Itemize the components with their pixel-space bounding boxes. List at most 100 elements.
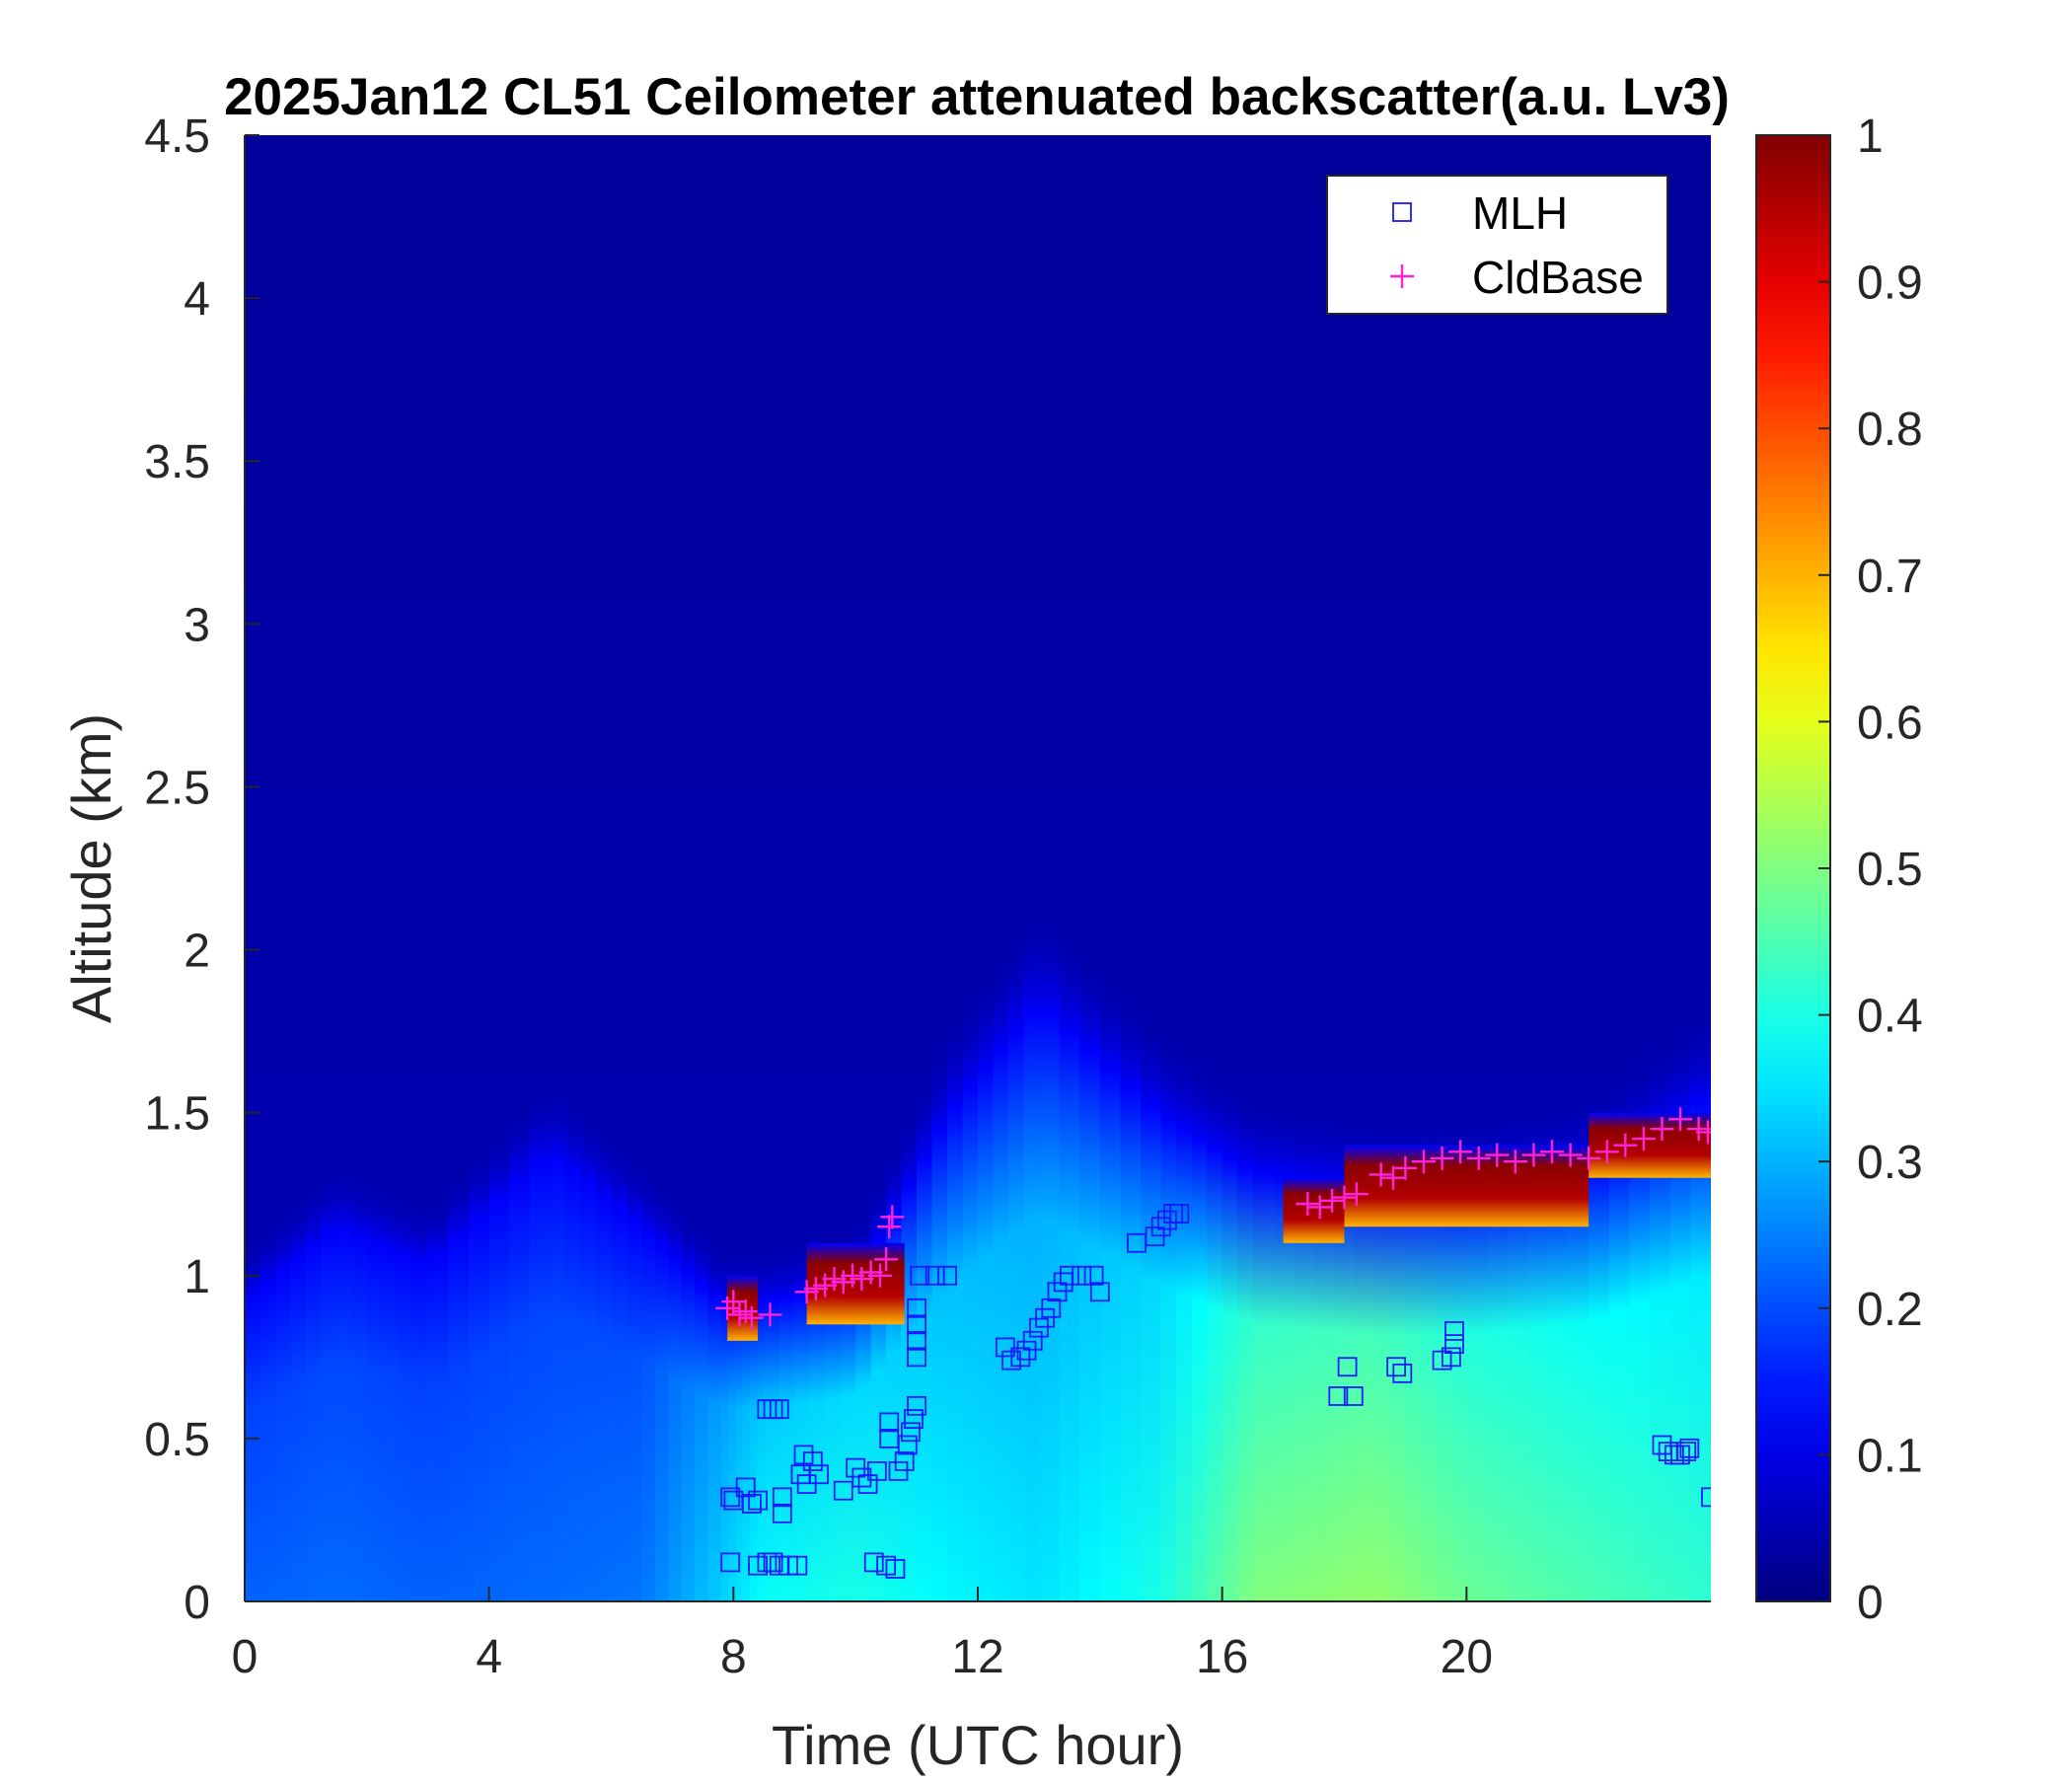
backscatter-column: [1207, 1068, 1223, 1601]
y-tick-label: 4.5: [144, 111, 210, 163]
cldbase-marker: [1381, 1165, 1406, 1190]
cldbase-marker: [727, 1302, 752, 1327]
backscatter-column: [259, 1227, 276, 1601]
cloud-layers: [727, 1112, 1711, 1341]
backscatter-column: [1252, 1097, 1275, 1601]
backscatter-column: [1007, 930, 1025, 1601]
backscatter-column: [695, 1227, 709, 1601]
mlh-marker: [720, 1552, 741, 1573]
backscatter-column: [654, 1183, 670, 1601]
backscatter-column: [321, 1168, 337, 1601]
backscatter-column: [825, 1232, 842, 1601]
colorbar: 0 0.1 0.2 0.3 0.4 0.5 0.6 0.7 0.8 0.9 1: [1755, 111, 1923, 1629]
cldbase-marker: [880, 1205, 905, 1229]
cldbase-marker: [877, 1215, 902, 1239]
cloud-layer: [1589, 1112, 1711, 1178]
mlh-marker: [885, 1559, 906, 1579]
x-tick-label: 8: [720, 1631, 747, 1683]
backscatter-column: [720, 1249, 730, 1601]
mlh-marker: [1089, 1282, 1110, 1302]
backscatter-column: [764, 1247, 780, 1601]
mlh-marker: [888, 1461, 909, 1481]
colorbar-tick-label: 0.4: [1857, 991, 1923, 1043]
mlh-marker: [1047, 1282, 1068, 1302]
cldbase-marker: [1320, 1188, 1345, 1213]
backscatter-column: [529, 1084, 552, 1601]
cldbase-marker: [841, 1263, 865, 1288]
chart-title: 2025Jan12 CL51 Ceilometer attenuated bac…: [224, 68, 1730, 126]
mlh-marker: [1652, 1435, 1672, 1455]
series-mlh: [720, 1204, 1711, 1579]
backscatter-column: [794, 1240, 811, 1601]
backscatter-column: [1589, 1087, 1610, 1601]
mlh-marker: [772, 1487, 792, 1508]
mlh-marker: [925, 1265, 945, 1286]
backscatter-column: [962, 997, 979, 1601]
colorbar-tick-label: 0.8: [1857, 404, 1923, 456]
backscatter-column: [1099, 974, 1122, 1601]
backscatter-column: [1466, 1115, 1488, 1601]
colorbar-tick-label: 0.1: [1857, 1430, 1923, 1482]
mlh-marker: [866, 1461, 887, 1481]
backscatter-column: [1486, 1112, 1509, 1601]
x-axis: 0 4 8 12 16 20: [232, 1587, 1493, 1683]
backscatter-column: [469, 1150, 490, 1601]
backscatter-column: [1221, 1078, 1239, 1601]
cldbase-marker: [1695, 1120, 1711, 1145]
x-tick-label: 16: [1196, 1631, 1248, 1683]
mlh-marker: [907, 1314, 926, 1335]
backscatter-column: [1237, 1089, 1254, 1601]
backscatter-column: [550, 1080, 567, 1601]
mlh-marker: [863, 1552, 884, 1573]
cldbase-marker: [850, 1267, 874, 1292]
mlh-marker: [1392, 1363, 1413, 1383]
cldbase-marker: [733, 1299, 758, 1324]
mlh-marker: [1059, 1265, 1079, 1286]
plot-area: [244, 135, 1711, 1602]
colorbar-tick-label: 1: [1857, 111, 1884, 163]
backscatter-column: [681, 1213, 697, 1601]
backscatter-column: [993, 952, 1009, 1601]
backscatter-column: [1176, 1046, 1193, 1601]
legend: MLH CldBase: [1326, 175, 1668, 315]
backscatter-column: [1436, 1117, 1452, 1601]
mlh-marker: [1444, 1321, 1464, 1341]
mlh-marker: [1016, 1340, 1037, 1361]
mlh-marker: [1029, 1317, 1049, 1338]
cldbase-marker: [715, 1296, 740, 1320]
backscatter-column: [1273, 1100, 1295, 1601]
colorbar-tick-label: 0.6: [1857, 697, 1923, 749]
mlh-marker: [748, 1490, 768, 1511]
colorbar-tick-label: 0.9: [1857, 258, 1923, 310]
y-tick-label: 2.5: [144, 762, 210, 814]
mlh-marker: [907, 1298, 926, 1318]
legend-box: [1326, 175, 1668, 315]
legend-mlh-icon: [1392, 202, 1412, 222]
mlh-marker: [907, 1395, 926, 1416]
cldbase-marker: [1448, 1140, 1473, 1164]
backscatter-column: [1354, 1115, 1376, 1601]
x-tick-label: 20: [1441, 1631, 1493, 1683]
backscatter-column: [1389, 1117, 1407, 1601]
backscatter-column: [1191, 1057, 1209, 1601]
cloud-layer: [1283, 1177, 1345, 1243]
mlh-marker: [1328, 1386, 1349, 1406]
y-axis-label: Altitude (km): [60, 713, 122, 1023]
cloud-layer: [806, 1242, 905, 1325]
cldbase-marker: [1332, 1185, 1357, 1210]
series-cldbase: [715, 1107, 1711, 1330]
cldbase-marker: [1411, 1150, 1436, 1174]
x-tick-label: 4: [476, 1631, 502, 1683]
cloud-layer: [1344, 1145, 1590, 1227]
backscatter-column: [1629, 1059, 1652, 1601]
y-tick-label: 0.5: [144, 1414, 210, 1466]
backscatter-column: [351, 1172, 368, 1601]
mlh-marker: [907, 1330, 926, 1351]
backscatter-column: [809, 1236, 827, 1601]
mlh-marker: [1386, 1357, 1407, 1377]
backscatter-column: [886, 1145, 903, 1601]
backscatter-column: [901, 1112, 919, 1601]
backscatter-heatmap: [245, 908, 1711, 1601]
y-axis: 0 0.5 1 1.5 2 2.5 3 3.5 4 4.5: [144, 111, 259, 1629]
